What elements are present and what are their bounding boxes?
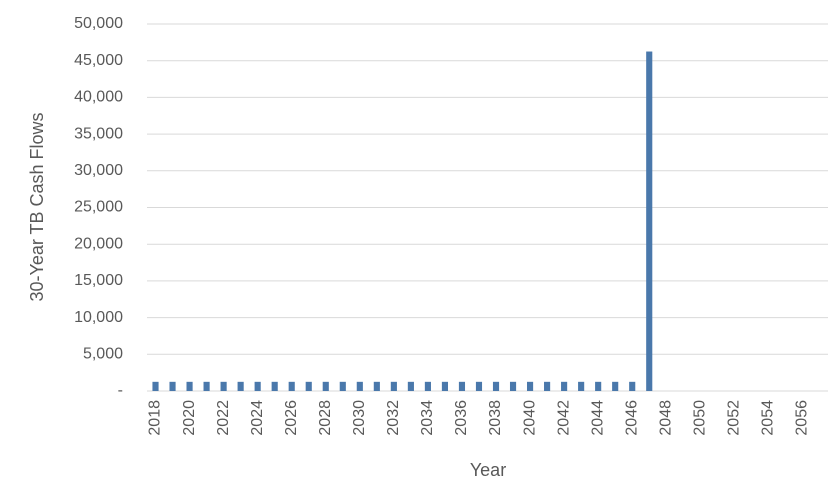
bar <box>339 381 346 391</box>
x-tick-label: 2050 <box>692 400 709 436</box>
bar <box>509 381 517 391</box>
y-tick-label: 50,000 <box>74 15 123 32</box>
bar <box>407 381 414 391</box>
x-tick-label: 2040 <box>521 400 538 436</box>
y-axis-title: 30-Year TB Cash Flows <box>27 112 47 301</box>
x-tick-label: 2026 <box>283 400 300 436</box>
x-tick-label: 2024 <box>249 400 266 436</box>
x-tick-label: 2044 <box>589 400 606 436</box>
bar <box>526 381 534 391</box>
bar <box>237 381 244 391</box>
y-tick-label: 35,000 <box>74 125 123 142</box>
bar <box>322 381 329 391</box>
y-tick-label: 45,000 <box>74 52 123 69</box>
bar <box>288 381 295 391</box>
x-tick-label: 2028 <box>317 400 334 436</box>
x-tick-label: 2052 <box>726 400 743 436</box>
bar <box>629 381 636 391</box>
bar <box>578 381 585 391</box>
y-tick-label: 20,000 <box>74 235 123 252</box>
y-tick-label: - <box>118 382 123 399</box>
x-tick-label: 2032 <box>385 400 402 436</box>
bar <box>612 381 619 391</box>
bar <box>152 381 159 391</box>
bar <box>646 51 653 392</box>
x-tick-label: 2030 <box>351 400 368 436</box>
y-tick-label: 15,000 <box>74 272 123 289</box>
y-tick-label: 25,000 <box>74 199 123 216</box>
bar <box>544 381 551 391</box>
bar <box>356 381 363 391</box>
x-tick-label: 2046 <box>623 400 640 436</box>
bar <box>492 381 500 391</box>
bar <box>373 381 380 391</box>
bar <box>254 381 261 391</box>
y-tick-label: 10,000 <box>74 309 123 326</box>
x-tick-label: 2056 <box>794 400 811 436</box>
x-tick-label: 2042 <box>555 400 572 436</box>
bar <box>458 381 466 391</box>
bar <box>169 381 176 391</box>
x-tick-label: 2054 <box>760 400 777 436</box>
x-tick-label: 2038 <box>487 400 504 436</box>
bar <box>441 381 449 391</box>
bar <box>271 381 278 391</box>
x-tick-label: 2022 <box>215 400 232 436</box>
bar <box>595 381 602 391</box>
bar <box>305 381 312 391</box>
bar <box>186 381 193 391</box>
bar <box>561 381 568 391</box>
x-axis-title: Year <box>470 460 506 480</box>
x-tick-label: 2036 <box>453 400 470 436</box>
x-tick-label: 2018 <box>147 400 164 436</box>
bar <box>220 381 227 391</box>
bar <box>390 381 397 391</box>
y-tick-label: 5,000 <box>83 346 123 363</box>
bar <box>203 381 210 391</box>
x-tick-label: 2048 <box>657 400 674 436</box>
bar <box>475 381 483 391</box>
y-tick-label: 30,000 <box>74 162 123 179</box>
x-tick-label: 2034 <box>419 400 436 436</box>
x-tick-label: 2020 <box>181 400 198 436</box>
y-tick-label: 40,000 <box>74 89 123 106</box>
bar <box>424 381 431 391</box>
